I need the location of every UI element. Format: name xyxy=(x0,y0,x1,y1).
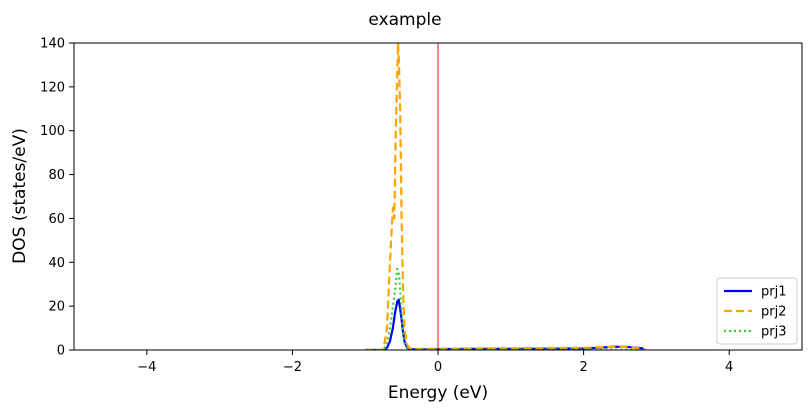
series-line-prj1 xyxy=(365,298,646,350)
series-line-prj2 xyxy=(365,43,646,350)
legend-box xyxy=(716,277,798,345)
legend: prj1 prj2 prj3 xyxy=(716,277,798,345)
y-axis: 0 20 40 60 80 100 120 140 xyxy=(40,37,74,359)
series-line-prj3 xyxy=(365,267,646,350)
x-tick-label: 4 xyxy=(725,360,733,375)
x-axis: −4 −2 0 2 4 xyxy=(137,350,733,375)
y-axis-label: DOS (states/eV) xyxy=(10,128,30,264)
y-tick-label: 80 xyxy=(48,168,65,183)
y-tick-label: 140 xyxy=(40,37,65,52)
plot-area xyxy=(73,42,803,351)
y-tick-label: 120 xyxy=(40,80,65,95)
x-axis-label: Energy (eV) xyxy=(388,383,488,403)
x-tick-label: −2 xyxy=(283,360,302,375)
y-tick-label: 60 xyxy=(48,212,65,227)
legend-label-prj3: prj3 xyxy=(761,325,786,340)
chart-title: example xyxy=(368,10,441,30)
y-tick-label: 20 xyxy=(48,300,65,315)
legend-label-prj1: prj1 xyxy=(761,285,786,300)
x-tick-label: −4 xyxy=(137,360,156,375)
x-tick-label: 0 xyxy=(434,360,442,375)
y-tick-label: 0 xyxy=(57,344,65,359)
legend-label-prj2: prj2 xyxy=(761,305,786,320)
y-tick-label: 100 xyxy=(40,124,65,139)
y-tick-label: 40 xyxy=(48,256,65,271)
x-tick-label: 2 xyxy=(579,360,587,375)
